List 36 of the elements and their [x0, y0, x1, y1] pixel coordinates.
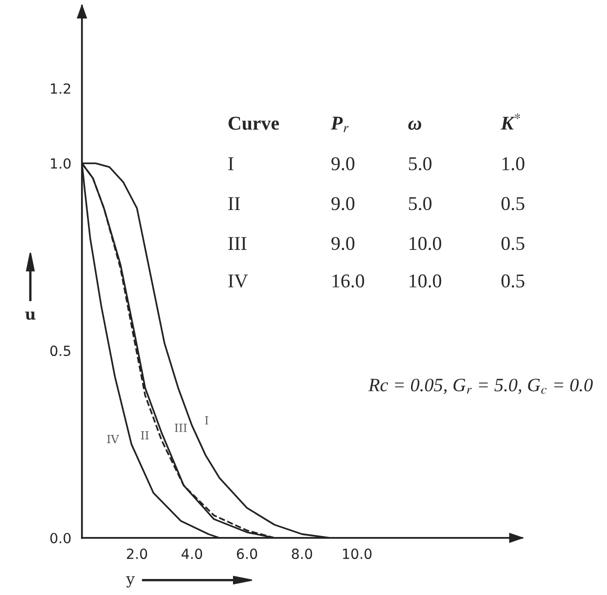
annotation: 0.5 — [502, 236, 524, 250]
x-tick-label: 8.0 — [292, 548, 312, 560]
annotation: 16.0 — [332, 274, 364, 288]
annotation: II — [141, 431, 149, 440]
annotation: 10.0 — [410, 274, 442, 288]
y-tick-label: 1.0 — [50, 158, 71, 169]
annotation: I — [205, 416, 208, 424]
annotation: 0.5 — [502, 274, 524, 288]
annotation: I — [228, 157, 234, 170]
annotation: ω — [408, 120, 422, 130]
annotation: Curve — [228, 116, 279, 130]
annotation: 9.0 — [331, 197, 354, 210]
x-axis-title: y — [126, 576, 135, 588]
annotation: III — [228, 237, 246, 250]
y-tick-label: 0.5 — [50, 346, 70, 356]
annotation: IV — [228, 274, 248, 288]
x-tick-label: 10.0 — [343, 548, 372, 560]
annotation: 0.5 — [502, 197, 524, 210]
x-tick-label: 6.0 — [236, 548, 258, 560]
annotation: 9.0 — [331, 236, 354, 250]
x-tick-label: 2.0 — [126, 548, 148, 560]
annotation: 10.0 — [410, 236, 442, 250]
annotation: 5.0 — [409, 157, 432, 170]
annotation: II — [228, 197, 240, 210]
annotation: 5.0 — [409, 197, 432, 210]
y-tick-label: 1.2 — [50, 83, 70, 94]
annotation: P$_{r}$ — [330, 116, 349, 132]
annotation: III — [174, 424, 187, 432]
y-tick-label: 0.0 — [50, 532, 71, 544]
y-axis-title: u — [25, 312, 36, 320]
annotation: 1.0 — [502, 157, 524, 170]
annotation: IV — [107, 435, 120, 444]
annotation: Rc = 0.05, G$_{r}$ = 5.0, G$_{c}$ = 0.0 — [368, 378, 593, 394]
annotation: 9.0 — [331, 157, 354, 170]
annotation: K$^{*}$ — [500, 113, 520, 130]
x-tick-label: 4.0 — [182, 548, 202, 560]
